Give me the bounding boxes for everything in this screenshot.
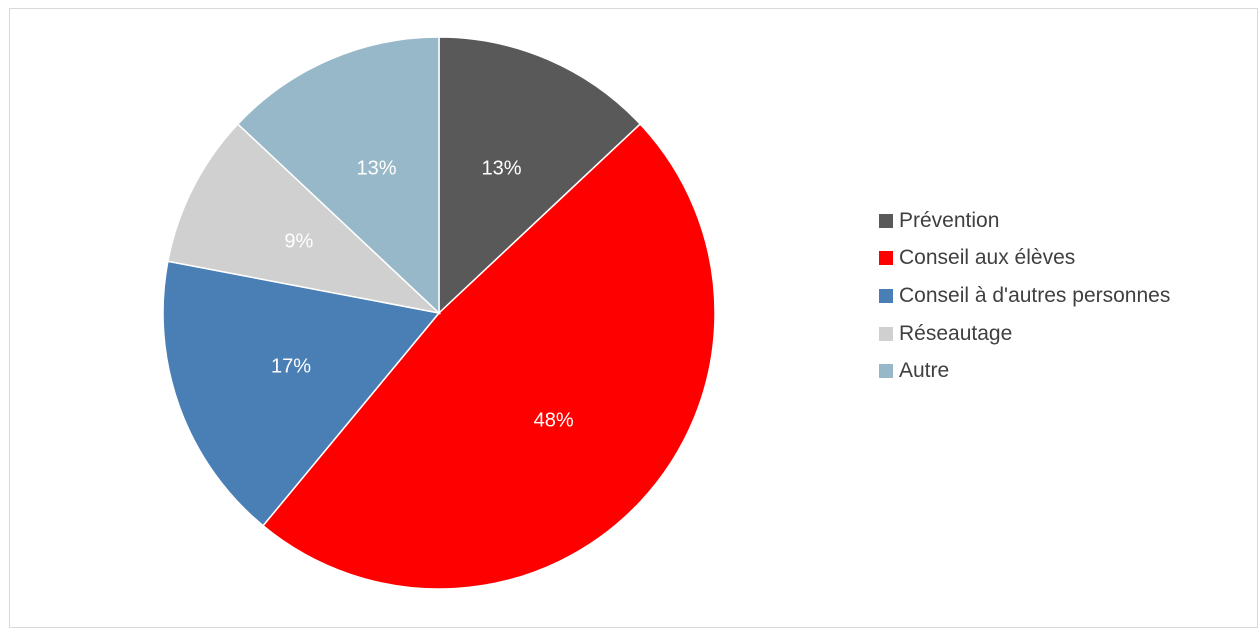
pie-slice-reseautage [167,122,442,315]
pie-slice-autre [236,36,440,315]
legend-item-conseil-a-d-autres-personnes: Conseil à d'autres personnes [879,277,1170,315]
data-label-prevention: 13% [481,158,521,180]
legend-label: Conseil aux élèves [899,246,1076,270]
pie-slice-conseil-aux-eleves [262,122,716,590]
data-label-conseil-aux-eleves: 48% [534,410,574,432]
data-label-reseautage: 9% [284,231,313,253]
pie-chart: 13% 48% 17% 9% 13% [162,36,716,590]
pie-data-labels: 13% 48% 17% 9% 13% [271,158,574,432]
legend-swatch [879,326,893,341]
data-label-autre: 13% [356,158,396,180]
chart-legend: Prévention Conseil aux élèves Conseil à d'… [879,202,1170,390]
legend-swatch [879,364,893,379]
data-label-conseil-a-d-autres-personnes: 17% [271,355,311,377]
legend-label: Prévention [899,208,1000,232]
pie-slices [162,36,716,590]
legend-item-reseautage: Réseautage [879,315,1170,353]
legend-item-prevention: Prévention [879,202,1170,240]
legend-label: Autre [899,359,950,383]
legend-swatch [879,288,893,303]
pie-slice-conseil-a-d-autres-personnes [162,260,441,527]
legend-swatch [879,251,893,266]
legend-swatch [879,213,893,228]
pie-slice-prevention [438,36,642,315]
legend-label: Conseil à d'autres personnes [899,283,1171,307]
legend-item-conseil-aux-eleves: Conseil aux élèves [879,240,1170,278]
legend-label: Réseautage [899,321,1013,345]
legend-item-autre: Autre [879,352,1170,390]
